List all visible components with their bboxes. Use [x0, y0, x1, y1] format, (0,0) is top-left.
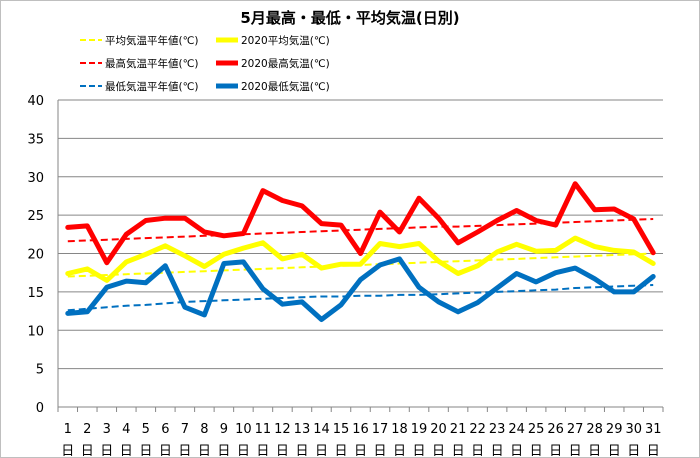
series-layer — [65, 181, 656, 322]
x-tick-label-suffix: 日 — [100, 444, 113, 458]
x-tick-label: 2 — [83, 422, 91, 437]
x-tick-label-suffix: 日 — [334, 444, 347, 458]
x-tick-label-suffix: 日 — [198, 444, 211, 458]
x-tick-label: 10 — [235, 422, 252, 437]
x-tick-label: 15 — [333, 422, 350, 437]
x-tick-label-suffix: 日 — [608, 444, 621, 458]
x-tick-label-suffix: 日 — [393, 444, 406, 458]
legend-label: 最低気温平年値(℃) — [105, 80, 199, 93]
x-tick-label-suffix: 日 — [374, 444, 387, 458]
legend-label: 最高気温平年値(℃) — [105, 57, 199, 70]
x-tick-label-suffix: 日 — [295, 444, 308, 458]
x-tick-label-suffix: 日 — [276, 444, 289, 458]
x-tick-label: 6 — [161, 422, 169, 437]
x-tick-label-suffix: 日 — [256, 444, 269, 458]
x-tick-label: 17 — [372, 422, 389, 437]
x-tick-label: 13 — [294, 422, 311, 437]
x-tick-label: 12 — [274, 422, 291, 437]
x-tick-label: 27 — [567, 422, 584, 437]
x-tick-label: 26 — [547, 422, 564, 437]
x-tick-label: 21 — [450, 422, 467, 437]
legend-label: 2020平均気温(℃) — [241, 34, 330, 47]
series-line-6 — [65, 256, 656, 322]
series-line-4 — [65, 181, 656, 266]
y-tick-label: 10 — [27, 324, 44, 339]
x-tick-label-suffix: 日 — [120, 444, 133, 458]
x-tick-label: 14 — [313, 422, 330, 437]
x-tick-label-suffix: 日 — [139, 444, 152, 458]
series-line-3 — [67, 218, 654, 243]
legend-label: 2020最低気温(℃) — [241, 80, 330, 93]
x-tick-label: 28 — [586, 422, 603, 437]
x-tick-label: 31 — [645, 422, 662, 437]
y-tick-label: 0 — [36, 401, 44, 416]
x-tick-label-suffix: 日 — [588, 444, 601, 458]
x-tick-label-suffix: 日 — [569, 444, 582, 458]
x-tick-label: 1 — [64, 422, 72, 437]
x-tick-label-suffix: 日 — [491, 444, 504, 458]
x-tick-label-suffix: 日 — [432, 444, 445, 458]
y-tick-label: 20 — [27, 248, 44, 263]
series-line-2 — [65, 235, 656, 283]
x-tick-label: 7 — [181, 422, 189, 437]
x-tick-label: 5 — [142, 422, 150, 437]
x-tick-label: 20 — [430, 422, 447, 437]
x-tick-label-suffix: 日 — [315, 444, 328, 458]
x-tick-label: 18 — [391, 422, 408, 437]
axes: 05101520253035401日2日3日4日5日6日7日8日9日10日11日… — [27, 94, 664, 458]
x-tick-label: 11 — [255, 422, 272, 437]
x-tick-label-suffix: 日 — [413, 444, 426, 458]
x-tick-label: 16 — [352, 422, 369, 437]
y-tick-label: 15 — [27, 286, 44, 301]
legend-label: 平均気温平年値(℃) — [105, 34, 199, 47]
x-tick-label: 19 — [411, 422, 428, 437]
x-tick-label-suffix: 日 — [471, 444, 484, 458]
y-tick-label: 5 — [36, 363, 44, 378]
x-tick-label-suffix: 日 — [159, 444, 172, 458]
grid-lines — [58, 99, 663, 370]
x-tick-label-suffix: 日 — [354, 444, 367, 458]
x-tick-label-suffix: 日 — [647, 444, 660, 458]
x-tick-label: 30 — [625, 422, 642, 437]
x-tick-label: 24 — [508, 422, 525, 437]
x-tick-label-suffix: 日 — [237, 444, 250, 458]
y-tick-label: 35 — [27, 132, 44, 147]
x-tick-label-suffix: 日 — [61, 444, 74, 458]
x-tick-label: 23 — [489, 422, 506, 437]
legend-label: 2020最高気温(℃) — [241, 57, 330, 70]
legend: 平均気温平年値(℃) 2020平均気温(℃) 最高気温平年値(℃) 2020最高気温(… — [80, 34, 330, 93]
x-tick-label-suffix: 日 — [178, 444, 191, 458]
y-tick-label: 40 — [27, 94, 44, 109]
x-tick-label: 3 — [103, 422, 111, 437]
x-tick-label-suffix: 日 — [452, 444, 465, 458]
x-tick-label-suffix: 日 — [510, 444, 523, 458]
x-tick-label-suffix: 日 — [549, 444, 562, 458]
chart-title: 5月最高・最低・平均気温(日別) — [240, 9, 459, 27]
series-line-5 — [67, 284, 654, 312]
x-tick-label: 25 — [528, 422, 545, 437]
y-tick-label: 30 — [27, 171, 44, 186]
x-tick-label: 9 — [220, 422, 228, 437]
x-tick-label-suffix: 日 — [530, 444, 543, 458]
x-tick-label: 29 — [606, 422, 623, 437]
y-tick-label: 25 — [27, 209, 44, 224]
x-tick-label-suffix: 日 — [627, 444, 640, 458]
x-tick-label-suffix: 日 — [81, 444, 94, 458]
x-tick-label: 22 — [469, 422, 486, 437]
x-tick-label-suffix: 日 — [217, 444, 230, 458]
x-tick-label: 8 — [200, 422, 208, 437]
x-tick-label: 4 — [122, 422, 130, 437]
